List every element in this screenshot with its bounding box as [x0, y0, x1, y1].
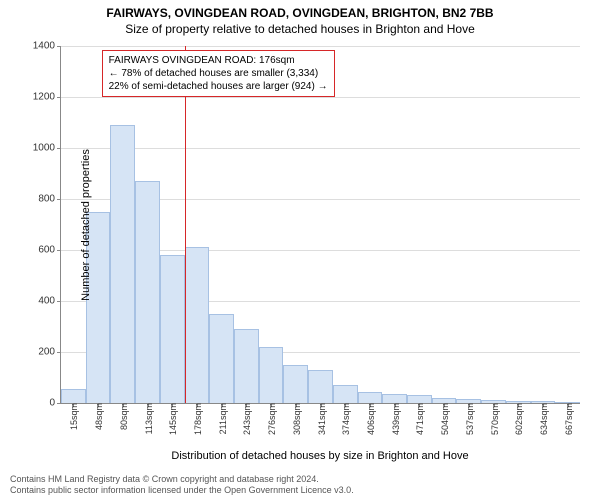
x-tick-label: 341sqm — [317, 403, 327, 435]
x-tick-label: 406sqm — [366, 403, 376, 435]
footer-attribution: Contains HM Land Registry data © Crown c… — [10, 474, 354, 497]
histogram-bar — [135, 181, 160, 403]
histogram-bar — [259, 347, 284, 403]
histogram-bar — [358, 392, 383, 403]
chart-title-line2: Size of property relative to detached ho… — [0, 22, 600, 36]
x-tick-label: 276sqm — [267, 403, 277, 435]
histogram-bar — [61, 389, 86, 403]
x-tick-label: 570sqm — [490, 403, 500, 435]
histogram-bar — [185, 247, 210, 403]
x-tick-label: 602sqm — [514, 403, 524, 435]
chart-title-line1: FAIRWAYS, OVINGDEAN ROAD, OVINGDEAN, BRI… — [0, 0, 600, 20]
annotation-line: FAIRWAYS OVINGDEAN ROAD: 176sqm — [109, 54, 328, 67]
x-tick-label: 667sqm — [564, 403, 574, 435]
reference-line — [185, 46, 186, 403]
x-tick-label: 308sqm — [292, 403, 302, 435]
footer-line1: Contains HM Land Registry data © Crown c… — [10, 474, 354, 485]
annotation-box: FAIRWAYS OVINGDEAN ROAD: 176sqm← 78% of … — [102, 50, 335, 97]
y-tick-label: 600 — [38, 245, 61, 256]
x-tick-label: 113sqm — [144, 403, 154, 434]
y-tick-label: 200 — [38, 347, 61, 358]
y-axis-label: Number of detached properties — [80, 149, 92, 301]
y-tick-label: 1200 — [33, 92, 61, 103]
y-tick-label: 800 — [38, 194, 61, 205]
y-tick-label: 400 — [38, 296, 61, 307]
x-tick-label: 80sqm — [119, 403, 129, 430]
histogram-bar — [110, 125, 135, 403]
chart-area: 020040060080010001200140015sqm48sqm80sqm… — [60, 46, 580, 404]
x-tick-label: 374sqm — [341, 403, 351, 435]
x-tick-label: 178sqm — [193, 403, 203, 435]
histogram-bar — [234, 329, 259, 403]
gridline — [61, 148, 580, 149]
y-tick-label: 0 — [49, 398, 61, 409]
histogram-bar — [382, 394, 407, 403]
x-tick-label: 504sqm — [440, 403, 450, 435]
histogram-bar — [160, 255, 185, 403]
x-tick-label: 145sqm — [168, 403, 178, 435]
histogram-bar — [209, 314, 234, 403]
footer-line2: Contains public sector information licen… — [10, 485, 354, 496]
x-tick-label: 537sqm — [465, 403, 475, 435]
annotation-line: 22% of semi-detached houses are larger (… — [109, 80, 328, 93]
x-tick-label: 471sqm — [415, 403, 425, 435]
x-tick-label: 243sqm — [242, 403, 252, 435]
histogram-bar — [333, 385, 358, 403]
annotation-line: ← 78% of detached houses are smaller (3,… — [109, 67, 328, 80]
histogram-bar — [283, 365, 308, 403]
x-tick-label: 15sqm — [69, 403, 79, 430]
gridline — [61, 46, 580, 47]
gridline — [61, 97, 580, 98]
x-tick-label: 211sqm — [218, 403, 228, 434]
y-tick-label: 1000 — [33, 143, 61, 154]
y-tick-label: 1400 — [33, 41, 61, 52]
x-axis-label: Distribution of detached houses by size … — [60, 450, 580, 462]
x-tick-label: 48sqm — [94, 403, 104, 430]
x-tick-label: 439sqm — [391, 403, 401, 435]
histogram-bar — [308, 370, 333, 403]
x-tick-label: 634sqm — [539, 403, 549, 435]
histogram-bar — [407, 395, 432, 403]
plot-region: 020040060080010001200140015sqm48sqm80sqm… — [60, 46, 580, 404]
